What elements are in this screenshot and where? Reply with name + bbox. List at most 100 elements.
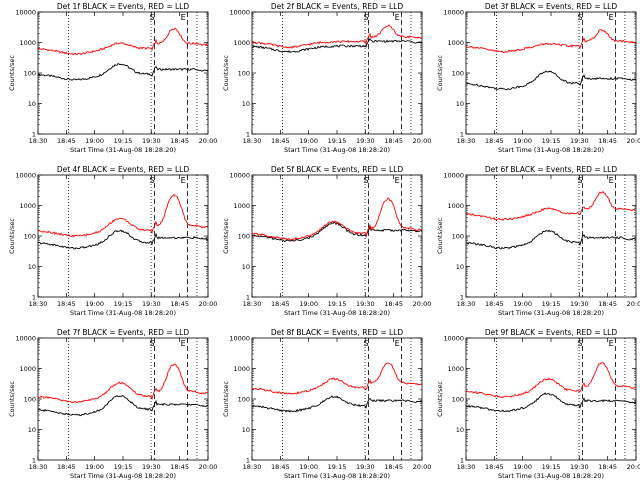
- x-axis-label: Start Time (31-Aug-08 18:28:20): [498, 146, 604, 154]
- panel-title: Det 7f BLACK = Events, RED = LLD: [57, 328, 190, 337]
- y-tick-label: 1: [32, 457, 36, 465]
- start-marker-label: S: [577, 176, 582, 185]
- x-tick-label: 20:00: [413, 463, 432, 471]
- x-tick-label: 19:00: [85, 463, 104, 471]
- y-tick-label: 1000: [19, 365, 36, 373]
- end-marker-label: E: [609, 176, 614, 185]
- y-tick-label: 10: [456, 263, 464, 271]
- x-tick-label: 19:00: [85, 300, 104, 308]
- lld-series-red: [465, 190, 637, 222]
- y-tick-label: 1000: [447, 365, 464, 373]
- y-tick-label: 10000: [443, 172, 464, 180]
- detector-panel-5: Det 5f BLACK = Events, RED = LLD 1 10 100 10…: [222, 165, 431, 317]
- end-marker-label: E: [395, 339, 400, 348]
- detector-panel-6: Det 6f BLACK = Events, RED = LLD 1 10 100 10…: [436, 165, 640, 317]
- x-tick-label: 18:45: [57, 137, 76, 145]
- y-axis-label: Counts/sec: [8, 381, 16, 417]
- y-axis-label: Counts/sec: [436, 218, 444, 254]
- x-axis-label: Start Time (31-Aug-08 18:28:20): [498, 472, 604, 480]
- y-tick-label: 100: [452, 70, 464, 78]
- x-tick-label: 18:45: [271, 463, 290, 471]
- y-tick-label: 10000: [15, 335, 36, 343]
- plot-frame: [465, 11, 637, 135]
- detector-panel-9: Det 9f BLACK = Events, RED = LLD 1 10 100 10…: [436, 328, 640, 480]
- x-tick-label: 20:00: [199, 463, 218, 471]
- end-marker-label: E: [395, 13, 400, 22]
- x-axis-label: Start Time (31-Aug-08 18:28:20): [70, 146, 176, 154]
- x-tick-label: 19:30: [142, 463, 161, 471]
- panel-title: Det 4f BLACK = Events, RED = LLD: [57, 165, 190, 174]
- y-tick-label: 100: [24, 70, 36, 78]
- x-tick-label: 18:45: [57, 463, 76, 471]
- x-tick-label: 18:45: [271, 137, 290, 145]
- events-series-black: [37, 63, 209, 81]
- x-axis-label: Start Time (31-Aug-08 18:28:20): [284, 472, 390, 480]
- x-tick-label: 18:45: [598, 300, 617, 308]
- x-tick-label: 18:30: [29, 300, 48, 308]
- y-tick-label: 1000: [233, 39, 250, 47]
- detector-panel-7: Det 7f BLACK = Events, RED = LLD 1 10 100 10…: [8, 328, 217, 480]
- x-tick-label: 19:15: [542, 463, 561, 471]
- x-tick-label: 19:30: [142, 300, 161, 308]
- y-tick-label: 10000: [443, 335, 464, 343]
- x-tick-label: 19:00: [299, 137, 318, 145]
- x-axis-label: Start Time (31-Aug-08 18:28:20): [284, 146, 390, 154]
- x-tick-label: 19:00: [299, 300, 318, 308]
- detector-panel-1: Det 1f BLACK = Events, RED = LLD 1 10 100 10…: [8, 2, 217, 154]
- events-series-black: [466, 70, 637, 91]
- lld-series-red: [465, 362, 637, 399]
- panel-title: Det 5f BLACK = Events, RED = LLD: [271, 165, 404, 174]
- x-tick-label: 20:00: [627, 463, 640, 471]
- y-tick-label: 1000: [19, 202, 36, 210]
- y-tick-label: 1000: [233, 202, 250, 210]
- y-tick-label: 100: [238, 233, 250, 241]
- x-tick-label: 18:45: [598, 137, 617, 145]
- x-tick-label: 20:00: [413, 300, 432, 308]
- start-marker-label: S: [363, 13, 368, 22]
- panel-title: Det 1f BLACK = Events, RED = LLD: [57, 2, 190, 11]
- x-tick-label: 18:30: [243, 137, 262, 145]
- plot-frame: [251, 337, 423, 461]
- x-tick-label: 19:30: [142, 137, 161, 145]
- detector-panel-2: Det 2f BLACK = Events, RED = LLD 1 10 100 10…: [222, 2, 431, 154]
- y-tick-label: 1: [32, 294, 36, 302]
- y-tick-label: 100: [24, 396, 36, 404]
- x-tick-label: 19:30: [356, 463, 375, 471]
- x-tick-label: 18:30: [243, 300, 262, 308]
- x-axis-label: Start Time (31-Aug-08 18:28:20): [70, 309, 176, 317]
- y-axis-label: Counts/sec: [436, 381, 444, 417]
- x-tick-label: 19:30: [356, 137, 375, 145]
- end-marker-label: E: [181, 176, 186, 185]
- panel-title: Det 8f BLACK = Events, RED = LLD: [271, 328, 404, 337]
- y-tick-label: 1: [460, 131, 464, 139]
- x-tick-label: 19:00: [513, 463, 532, 471]
- lld-series-red: [37, 27, 209, 56]
- y-tick-label: 10: [242, 263, 250, 271]
- y-axis-label: Counts/sec: [8, 218, 16, 254]
- x-tick-label: 19:15: [114, 300, 133, 308]
- x-tick-label: 18:45: [598, 463, 617, 471]
- x-tick-label: 18:30: [457, 137, 476, 145]
- y-axis-label: Counts/sec: [436, 55, 444, 91]
- plot-frame: [251, 174, 423, 298]
- detector-panel-3: Det 3f BLACK = Events, RED = LLD 1 10 100 10…: [436, 2, 640, 154]
- plot-frame: [465, 337, 637, 461]
- x-tick-label: 18:45: [170, 137, 189, 145]
- y-tick-label: 1: [32, 131, 36, 139]
- events-series-black: [465, 392, 637, 413]
- x-tick-label: 18:30: [457, 463, 476, 471]
- start-marker-label: S: [149, 339, 154, 348]
- x-axis-label: Start Time (31-Aug-08 18:28:20): [498, 309, 604, 317]
- plot-frame: [37, 11, 209, 135]
- events-series-black: [251, 395, 423, 413]
- start-marker-label: S: [363, 176, 368, 185]
- start-marker-label: S: [149, 176, 154, 185]
- x-tick-label: 19:15: [542, 137, 561, 145]
- plot-frame: [37, 174, 209, 298]
- start-marker-label: S: [577, 339, 582, 348]
- end-marker-label: E: [609, 339, 614, 348]
- x-tick-label: 19:15: [114, 137, 133, 145]
- panel-title: Det 9f BLACK = Events, RED = LLD: [485, 328, 618, 337]
- lld-series-red: [251, 197, 423, 241]
- x-tick-label: 18:45: [485, 137, 504, 145]
